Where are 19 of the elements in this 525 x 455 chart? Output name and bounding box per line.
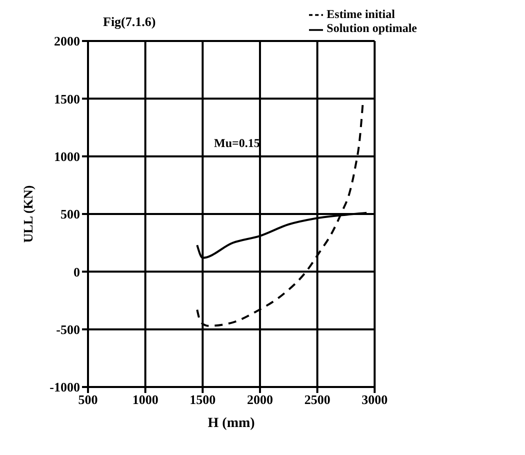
y-tick-label: 1000 [54,148,80,164]
y-tick-label: 0 [74,264,80,280]
y-tick-label: 2000 [54,34,80,49]
legend-label: Solution optimale [326,21,417,36]
chart-title: Fig(7.1.6) [103,14,156,30]
x-tick-label: 1500 [190,392,216,408]
legend-label: Estime initial [326,7,395,21]
x-tick-label: 2000 [246,392,273,408]
y-tick-label: 500 [60,206,80,222]
x-tick-label: 1000 [132,392,158,408]
y-tick-label: 1500 [54,91,80,106]
y-tick-label: -1000 [50,380,80,395]
x-tick-label: 500 [78,392,98,408]
x-axis-title: H (mm) [208,416,256,431]
annotation: Mu=0.15 [214,136,260,151]
x-tick-label: 2500 [304,392,330,408]
x-tick-label: 3000 [362,392,388,408]
y-axis-title: ULL (KN) [20,185,36,243]
y-tick-label: -500 [56,322,80,337]
